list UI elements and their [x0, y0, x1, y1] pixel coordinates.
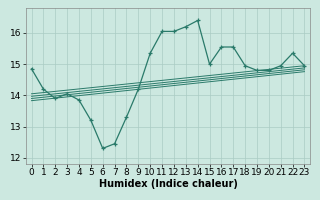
X-axis label: Humidex (Indice chaleur): Humidex (Indice chaleur): [99, 179, 237, 189]
